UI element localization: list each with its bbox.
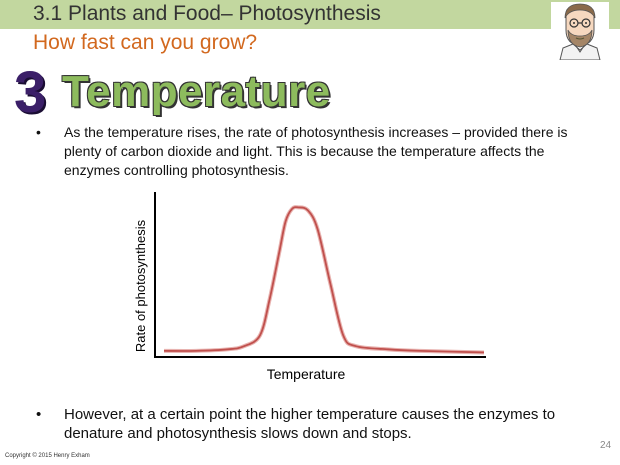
subtitle-band	[0, 29, 620, 59]
temperature-rate-chart: Temperature Rate of photosynthesis	[133, 192, 486, 382]
x-axis-label: Temperature	[267, 366, 346, 382]
copyright-notice: Copyright © 2015 Henry Exham	[5, 453, 90, 459]
page-number: 24	[600, 440, 612, 451]
section-number: 3	[14, 60, 47, 125]
teacher-avatar-icon	[551, 2, 609, 60]
plot-area	[163, 205, 485, 355]
bullet-text-1: As the temperature rises, the rate of ph…	[64, 124, 568, 178]
rate-curve	[163, 206, 485, 354]
bullet-text-2: However, at a certain point the higher t…	[64, 406, 556, 442]
bullet-marker: •	[36, 124, 41, 140]
bullet-marker: •	[36, 406, 42, 423]
section-heading: Temperature	[62, 67, 331, 116]
rate-curve-glow	[163, 205, 485, 355]
slide-subtitle: How fast can you grow?	[33, 31, 258, 54]
slide-title: 3.1 Plants and Food– Photosynthesis	[33, 2, 381, 25]
y-axis-label: Rate of photosynthesis	[133, 219, 148, 352]
